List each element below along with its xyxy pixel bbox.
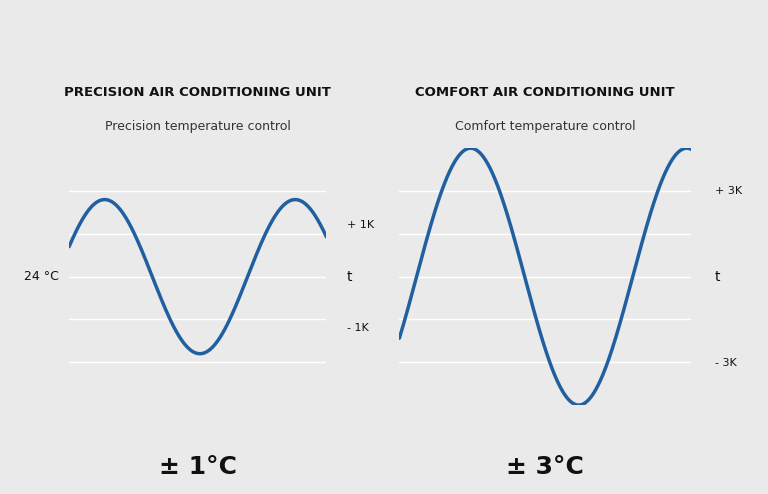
Text: - 3K: - 3K xyxy=(714,358,737,368)
Text: ± 1°C: ± 1°C xyxy=(159,455,237,479)
Text: 24 °C: 24 °C xyxy=(24,270,59,283)
Text: PRECISION AIR CONDITIONING UNIT: PRECISION AIR CONDITIONING UNIT xyxy=(65,86,331,99)
Text: + 3K: + 3K xyxy=(714,186,742,196)
Text: ± 3°C: ± 3°C xyxy=(506,455,584,479)
Text: t: t xyxy=(347,270,353,284)
Text: COMFORT AIR CONDITIONING UNIT: COMFORT AIR CONDITIONING UNIT xyxy=(415,86,675,99)
Text: - 1K: - 1K xyxy=(347,323,369,333)
Text: Comfort temperature control: Comfort temperature control xyxy=(455,121,636,133)
Text: + 1K: + 1K xyxy=(347,220,374,230)
Text: Precision temperature control: Precision temperature control xyxy=(104,121,291,133)
Text: t: t xyxy=(714,270,720,284)
